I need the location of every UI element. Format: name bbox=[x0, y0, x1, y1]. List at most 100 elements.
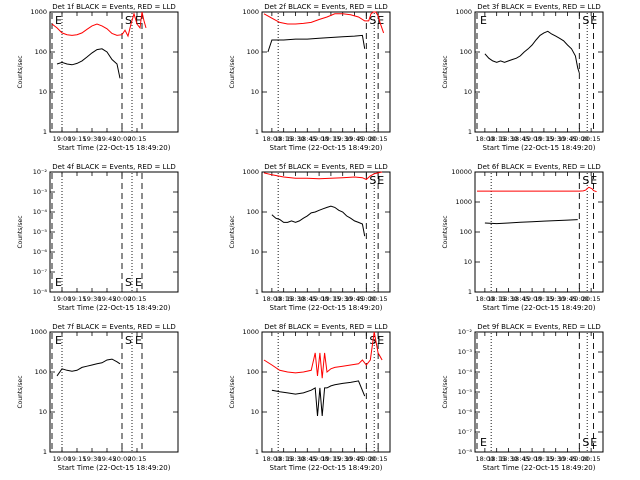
x-axis-label: Start Time (22-Oct-15 18:49:20) bbox=[483, 464, 596, 472]
x-axis-label: Start Time (22-Oct-15 18:49:20) bbox=[483, 144, 596, 152]
event-marker-label: E bbox=[377, 334, 384, 347]
x-tick-label: 18:00 bbox=[263, 135, 282, 143]
event-marker-label: E bbox=[480, 436, 487, 449]
chart-panel-9: Det 9f BLACK = Events, RED = LLD Counts/s… bbox=[442, 323, 604, 472]
x-tick-label: 20:00 bbox=[357, 455, 376, 463]
event-marker-label: E bbox=[590, 174, 597, 187]
chart-title: Det 5f BLACK = Events, RED = LLD bbox=[264, 163, 387, 171]
x-tick-label: 18:15 bbox=[274, 455, 293, 463]
series-line-events bbox=[267, 34, 366, 53]
event-marker-label: E bbox=[55, 334, 62, 347]
x-tick-label: 19:45 bbox=[345, 295, 364, 303]
x-tick-label: 19:00 bbox=[523, 295, 542, 303]
x-tick-label: 20:15 bbox=[369, 295, 388, 303]
x-tick-label: 19:30 bbox=[83, 455, 102, 463]
plot-frame bbox=[49, 11, 179, 133]
chart-title: Det 8f BLACK = Events, RED = LLD bbox=[264, 323, 387, 331]
plot-frame bbox=[474, 331, 604, 453]
chart-panel-6: Det 6f BLACK = Events, RED = LLD Counts/s… bbox=[442, 163, 604, 312]
x-tick-label: 19:30 bbox=[83, 295, 102, 303]
x-tick-label: 19:30 bbox=[546, 455, 565, 463]
y-tick-label: 10⁻⁸ bbox=[458, 448, 473, 456]
y-tick-label: 10 bbox=[39, 408, 47, 416]
x-tick-label: 19:45 bbox=[98, 455, 117, 463]
x-tick-label: 20:15 bbox=[128, 295, 147, 303]
chart-panel-2: Det 2f BLACK = Events, RED = LLD Counts/s… bbox=[229, 3, 391, 152]
x-tick-label: 19:00 bbox=[53, 295, 72, 303]
x-tick-label: 18:45 bbox=[298, 295, 317, 303]
x-tick-label: 20:00 bbox=[357, 135, 376, 143]
x-tick-label: 20:00 bbox=[570, 135, 589, 143]
x-tick-label: 20:15 bbox=[582, 295, 601, 303]
x-tick-label: 19:45 bbox=[345, 135, 364, 143]
x-tick-label: 19:00 bbox=[53, 455, 72, 463]
y-tick-label: 100 bbox=[460, 48, 472, 56]
plot-frame bbox=[261, 171, 391, 293]
x-tick-label: 19:30 bbox=[333, 295, 352, 303]
x-tick-label: 19:15 bbox=[322, 135, 341, 143]
event-marker-label: E bbox=[135, 276, 142, 289]
chart-panel-8: Det 8f BLACK = Events, RED = LLD Counts/s… bbox=[229, 323, 391, 472]
event-marker-label: S bbox=[582, 436, 589, 449]
x-tick-label: 20:15 bbox=[582, 455, 601, 463]
y-tick-label: 10⁻⁵ bbox=[33, 228, 48, 236]
chart-title: Det 1f BLACK = Events, RED = LLD bbox=[52, 3, 175, 11]
series-line-events bbox=[484, 219, 578, 225]
x-tick-label: 18:30 bbox=[286, 455, 305, 463]
y-tick-label: 10 bbox=[464, 88, 472, 96]
series-line-lld bbox=[263, 331, 383, 379]
x-tick-label: 19:30 bbox=[546, 135, 565, 143]
y-axis-label: Counts/sec bbox=[17, 55, 24, 88]
x-tick-label: 18:30 bbox=[499, 135, 518, 143]
event-marker-label: E bbox=[55, 276, 62, 289]
x-tick-label: 18:30 bbox=[499, 455, 518, 463]
series-line-lld bbox=[51, 11, 147, 38]
y-axis-label: Counts/sec bbox=[229, 375, 236, 408]
x-tick-label: 18:00 bbox=[476, 455, 495, 463]
x-tick-label: 19:45 bbox=[345, 455, 364, 463]
y-tick-label: 10 bbox=[464, 258, 472, 266]
x-tick-label: 19:15 bbox=[68, 135, 87, 143]
x-tick-label: 20:00 bbox=[570, 455, 589, 463]
y-tick-label: 10 bbox=[39, 88, 47, 96]
series-line-events bbox=[56, 48, 121, 79]
y-tick-label: 10⁻⁴ bbox=[33, 208, 48, 216]
y-tick-label: 10⁻⁸ bbox=[33, 288, 48, 296]
event-marker-label: S bbox=[582, 14, 589, 27]
x-tick-label: 20:15 bbox=[369, 135, 388, 143]
series-line-events bbox=[56, 358, 121, 377]
event-marker-label: E bbox=[480, 14, 487, 27]
chart-panel-4: Det 4f BLACK = Events, RED = LLD Counts/s… bbox=[17, 163, 179, 312]
chart-title: Det 6f BLACK = Events, RED = LLD bbox=[477, 163, 600, 171]
x-tick-label: 20:15 bbox=[128, 455, 147, 463]
x-tick-label: 18:45 bbox=[511, 455, 530, 463]
event-marker-label: E bbox=[135, 334, 142, 347]
y-tick-label: 100 bbox=[247, 208, 259, 216]
y-tick-label: 10⁻³ bbox=[458, 348, 473, 356]
chart-panel-1: Det 1f BLACK = Events, RED = LLD Counts/s… bbox=[17, 3, 179, 152]
x-tick-label: 20:00 bbox=[113, 295, 132, 303]
y-tick-label: 10⁻⁷ bbox=[33, 268, 48, 276]
x-tick-label: 19:30 bbox=[83, 135, 102, 143]
x-tick-label: 19:45 bbox=[558, 295, 577, 303]
x-tick-label: 18:30 bbox=[499, 295, 518, 303]
event-marker-label: S bbox=[125, 334, 132, 347]
plot-frame bbox=[49, 171, 179, 293]
x-tick-label: 19:00 bbox=[310, 135, 329, 143]
y-axis-label: Counts/sec bbox=[442, 215, 449, 248]
y-tick-label: 10 bbox=[251, 408, 259, 416]
x-tick-label: 19:15 bbox=[322, 295, 341, 303]
x-tick-label: 18:15 bbox=[274, 295, 293, 303]
series-line-lld bbox=[263, 11, 385, 34]
y-tick-label: 10⁻⁶ bbox=[458, 408, 473, 416]
plot-frame bbox=[474, 11, 604, 133]
y-axis-label: Counts/sec bbox=[229, 55, 236, 88]
x-tick-label: 18:00 bbox=[263, 295, 282, 303]
x-tick-label: 19:15 bbox=[322, 455, 341, 463]
x-tick-label: 19:00 bbox=[523, 455, 542, 463]
y-tick-label: 10 bbox=[251, 88, 259, 96]
series-line-events bbox=[484, 30, 580, 74]
y-tick-label: 10 bbox=[251, 248, 259, 256]
chart-panel-7: Det 7f BLACK = Events, RED = LLD Counts/s… bbox=[17, 323, 179, 472]
